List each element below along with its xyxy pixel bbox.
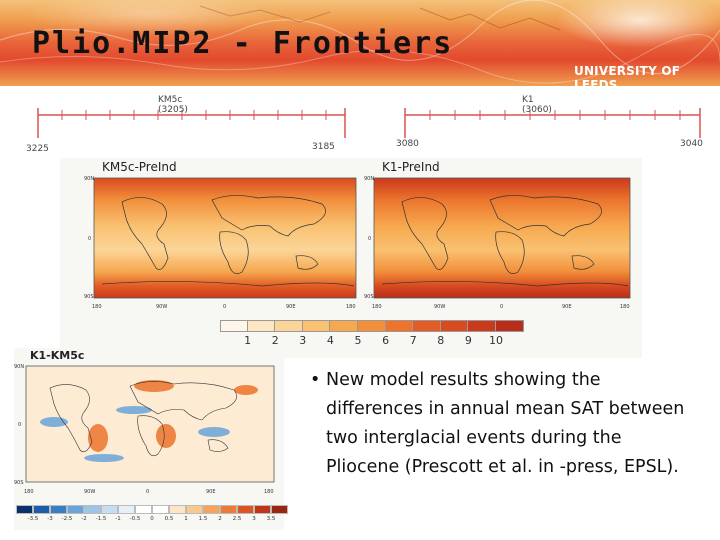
diff-colorbar-swatch [271, 505, 288, 514]
colorbar-swatch [302, 320, 331, 332]
colorbar-swatch [413, 320, 441, 332]
colorbar-swatch [385, 320, 414, 332]
diff-colorbar-swatch [203, 505, 220, 514]
map-km5c: 90N 0 90S 180 90W 0 90E 180 [84, 176, 357, 310]
diff-colorbar-label: -1 [115, 516, 121, 522]
header-banner: Plio.MIP2 - Frontiers UNIVERSITY OF LEED… [0, 0, 720, 86]
diff-colorbar [16, 505, 288, 514]
diff-colorbar-label: -2 [81, 516, 87, 522]
diff-colorbar-label: -1.5 [95, 516, 107, 522]
diff-colorbar-label: 2 [218, 516, 222, 522]
diff-colorbar-swatch [67, 505, 84, 514]
diff-colorbar-label: -3.5 [27, 516, 39, 522]
bullet-mark: • [310, 370, 321, 390]
diff-colorbar-label: -3 [47, 516, 53, 522]
diff-colorbar-swatch [237, 505, 254, 514]
diff-colorbar-swatch [118, 505, 135, 514]
lon-label: 90W [434, 304, 445, 310]
colorbar-swatch [357, 320, 386, 332]
lat-label: 90S [84, 294, 94, 300]
diff-colorbar-swatch [186, 505, 203, 514]
diff-colorbar-label: 0 [150, 516, 154, 522]
slide-title: Plio.MIP2 - Frontiers [32, 26, 454, 61]
lon-label: 90E [562, 304, 572, 310]
lat-label: 90S [14, 480, 24, 486]
diff-colorbar-swatch [152, 505, 169, 514]
colorbar-label: 3 [299, 334, 307, 347]
map-title-k1: K1-PreInd [382, 160, 440, 174]
colorbar-swatch [220, 320, 248, 332]
diff-colorbar-swatch [101, 505, 118, 514]
timeline-label-km5c: KM5c (3205) [158, 95, 188, 115]
diff-colorbar-label: 1 [184, 516, 188, 522]
lon-label: 0 [500, 304, 503, 310]
map-k1: 90N 0 90S 180 90W 0 90E 180 [364, 176, 631, 310]
lon-label: 0 [223, 304, 226, 310]
timeline-label-k1: K1 (3060) [522, 95, 552, 115]
colorbar-label: 1 [244, 334, 252, 347]
timeline-tick: 3185 [312, 142, 335, 152]
lat-label: 90S [364, 294, 374, 300]
colorbar-label: 10 [489, 334, 503, 347]
diff-colorbar-swatch [84, 505, 101, 514]
diff-colorbar-label: 2.5 [232, 516, 242, 522]
colorbar-label: 2 [271, 334, 279, 347]
banner-map-art [0, 0, 720, 84]
lon-label: 180 [372, 304, 382, 310]
diff-colorbar-swatch [50, 505, 67, 514]
colorbar-swatch [495, 320, 524, 332]
colorbar-label: 8 [437, 334, 445, 347]
timeline-axis [37, 108, 701, 138]
bullet-text: New model results showing the difference… [326, 370, 685, 477]
colorbar-label: 7 [409, 334, 417, 347]
colorbar-label: 9 [464, 334, 472, 347]
lat-label: 90N [364, 176, 374, 182]
sat-colorbar [220, 320, 524, 332]
diff-colorbar-label: -2.5 [61, 516, 73, 522]
bullet-point: • New model results showing the differen… [310, 366, 700, 482]
colorbar-label: 4 [326, 334, 334, 347]
lon-label: 180 [346, 304, 356, 310]
lon-label: 0 [146, 489, 149, 495]
colorbar-label: 5 [354, 334, 362, 347]
lon-label: 180 [92, 304, 102, 310]
map-title-diff: K1-KM5c [30, 349, 85, 362]
lat-label: 90N [14, 364, 24, 370]
lon-label: 180 [620, 304, 630, 310]
diff-colorbar-label: -0.5 [129, 516, 141, 522]
diff-colorbar-swatch [169, 505, 186, 514]
colorbar-swatch [468, 320, 496, 332]
lat-label: 0 [368, 236, 371, 242]
lon-label: 180 [264, 489, 274, 495]
colorbar-swatch [440, 320, 469, 332]
timeline-tick: 3040 [680, 139, 703, 149]
diff-colorbar-label: 3 [252, 516, 256, 522]
timeline-tick: 3225 [26, 144, 49, 154]
lon-label: 180 [24, 489, 34, 495]
diff-colorbar-label: 1.5 [198, 516, 208, 522]
lon-label: 90W [84, 489, 95, 495]
colorbar-label: 6 [382, 334, 390, 347]
colorbar-swatch [247, 320, 276, 332]
diff-colorbar-swatch [220, 505, 237, 514]
diff-colorbar-label: 0.5 [164, 516, 174, 522]
lat-label: 0 [88, 236, 91, 242]
lon-label: 90W [156, 304, 167, 310]
lon-label: 90E [206, 489, 216, 495]
colorbar-swatch [330, 320, 358, 332]
university-logo: UNIVERSITY OF LEEDS [574, 64, 681, 86]
timeline-tick: 3080 [396, 139, 419, 149]
map-title-km5c: KM5c-PreInd [102, 160, 177, 174]
diff-colorbar-swatch [33, 505, 50, 514]
diff-colorbar-swatch [16, 505, 33, 514]
colorbar-swatch [275, 320, 303, 332]
diff-colorbar-swatch [135, 505, 152, 514]
lat-label: 90N [84, 176, 94, 182]
diff-colorbar-label: 3.5 [266, 516, 276, 522]
diff-colorbar-swatch [254, 505, 271, 514]
lon-label: 90E [286, 304, 296, 310]
lat-label: 0 [18, 422, 21, 428]
map-diff: 90N 0 90S 180 90W 0 90E 180 [14, 364, 275, 495]
